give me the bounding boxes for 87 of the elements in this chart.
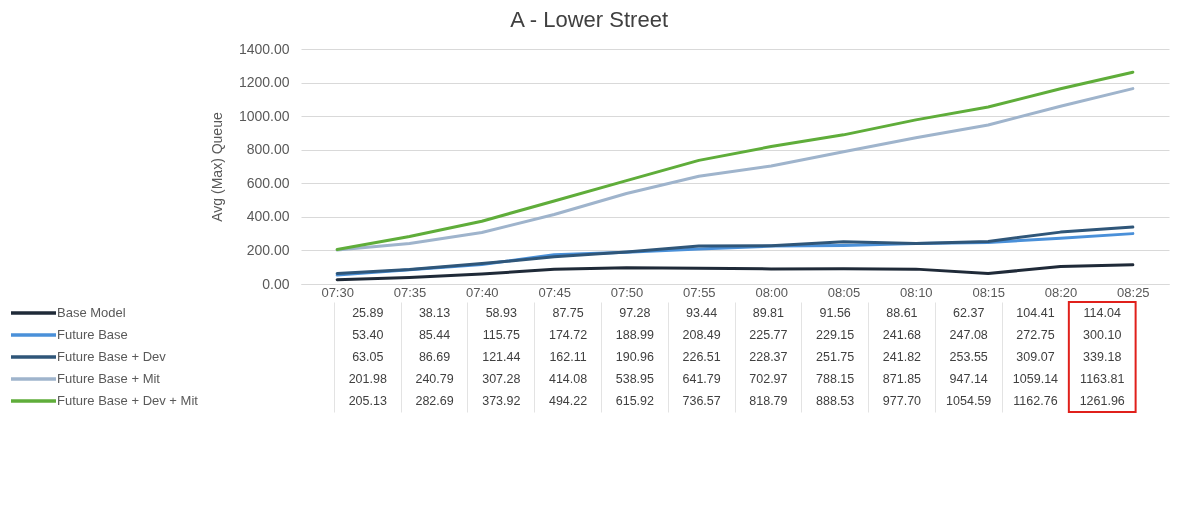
data-label: 251.75 <box>816 350 855 364</box>
data-label: 538.95 <box>615 372 655 386</box>
x-tick-label: 08:10 <box>900 284 933 300</box>
data-label: 93.44 <box>685 306 718 320</box>
data-label: 121.44 <box>482 350 521 364</box>
chart-title: A - Lower Street <box>510 7 668 32</box>
x-tick-label: 07:55 <box>683 284 716 300</box>
data-label: 1059.14 <box>1012 372 1059 386</box>
legend-label: Future Base + Dev <box>57 349 167 364</box>
data-label: 229.15 <box>816 328 855 342</box>
data-label: 247.08 <box>949 328 988 342</box>
data-label: 339.18 <box>1083 350 1122 364</box>
data-label: 414.08 <box>548 372 588 386</box>
legend-label: Base Model <box>57 305 126 320</box>
legend-label: Future Base + Mit <box>57 371 161 386</box>
x-tick-label: 08:00 <box>755 284 788 300</box>
y-tick-label: 600.00 <box>246 174 290 191</box>
data-label: 702.97 <box>749 372 788 386</box>
data-label: 162.11 <box>549 350 587 364</box>
data-label: 53.40 <box>352 328 384 342</box>
data-label: 205.13 <box>348 394 387 408</box>
x-tick-label: 07:45 <box>538 284 571 300</box>
data-label: 190.96 <box>615 350 655 364</box>
data-label: 888.53 <box>816 394 855 408</box>
data-label: 58.93 <box>485 306 517 320</box>
y-tick-label: 1000.00 <box>238 107 290 124</box>
data-label: 947.14 <box>949 372 988 386</box>
data-label: 201.98 <box>348 372 387 386</box>
data-label: 282.69 <box>415 394 454 408</box>
data-label: 272.75 <box>1016 328 1055 342</box>
data-label: 63.05 <box>352 350 384 364</box>
data-label: 300.10 <box>1083 328 1122 342</box>
data-label: 1163.81 <box>1080 372 1125 386</box>
data-label: 309.07 <box>1016 350 1055 364</box>
data-label: 174.72 <box>548 328 588 342</box>
data-label: 373.92 <box>482 394 521 408</box>
data-label: 25.89 <box>352 306 384 320</box>
data-label: 1054.59 <box>946 394 992 408</box>
data-label: 226.51 <box>682 350 721 364</box>
data-label: 89.81 <box>752 306 785 320</box>
data-label: 818.79 <box>749 394 788 408</box>
legend-label: Future Base <box>57 327 128 342</box>
x-tick-label: 07:30 <box>321 284 354 300</box>
y-axis-title: Avg (Max) Queue <box>208 112 225 222</box>
x-tick-label: 08:20 <box>1044 284 1078 300</box>
data-label: 104.41 <box>1016 306 1055 320</box>
data-label: 1162.76 <box>1013 394 1058 408</box>
data-label: 114.04 <box>1083 306 1121 320</box>
data-label: 225.77 <box>749 328 788 342</box>
legend-label: Future Base + Dev + Mit <box>57 393 199 408</box>
data-label: 641.79 <box>682 372 721 386</box>
data-label: 86.69 <box>418 350 451 364</box>
data-label: 788.15 <box>816 372 855 386</box>
y-tick-label: 800.00 <box>246 141 290 158</box>
data-label: 307.28 <box>482 372 521 386</box>
data-label: 208.49 <box>682 328 721 342</box>
data-label: 115.75 <box>482 328 520 342</box>
data-label: 85.44 <box>418 328 451 342</box>
y-tick-label: 200.00 <box>246 241 290 258</box>
x-tick-label: 08:25 <box>1117 284 1150 300</box>
data-label: 871.85 <box>882 372 922 386</box>
x-tick-label: 08:15 <box>972 284 1005 300</box>
y-tick-label: 1400.00 <box>238 40 290 57</box>
y-tick-label: 400.00 <box>246 208 290 225</box>
data-label: 253.55 <box>949 350 988 364</box>
data-label: 736.57 <box>682 394 721 408</box>
x-tick-label: 07:35 <box>393 284 427 300</box>
data-label: 615.92 <box>615 394 655 408</box>
x-tick-label: 07:50 <box>610 284 644 300</box>
data-label: 240.79 <box>415 372 454 386</box>
data-label: 38.13 <box>418 306 451 320</box>
data-label: 228.37 <box>749 350 788 364</box>
data-label: 91.56 <box>819 306 851 320</box>
data-label: 188.99 <box>615 328 655 342</box>
y-tick-label: 1200.00 <box>238 74 290 91</box>
data-label: 87.75 <box>552 306 584 320</box>
y-tick-label: 0.00 <box>262 275 290 292</box>
data-label: 977.70 <box>882 394 922 408</box>
data-label: 97.28 <box>619 306 651 320</box>
data-label: 241.68 <box>882 328 922 342</box>
data-label: 62.37 <box>953 306 985 320</box>
data-label: 88.61 <box>886 306 918 320</box>
x-tick-label: 08:05 <box>827 284 861 300</box>
data-label: 1261.96 <box>1079 394 1125 408</box>
data-label: 494.22 <box>548 394 588 408</box>
data-label: 241.82 <box>882 350 922 364</box>
x-tick-label: 07:40 <box>466 284 499 300</box>
